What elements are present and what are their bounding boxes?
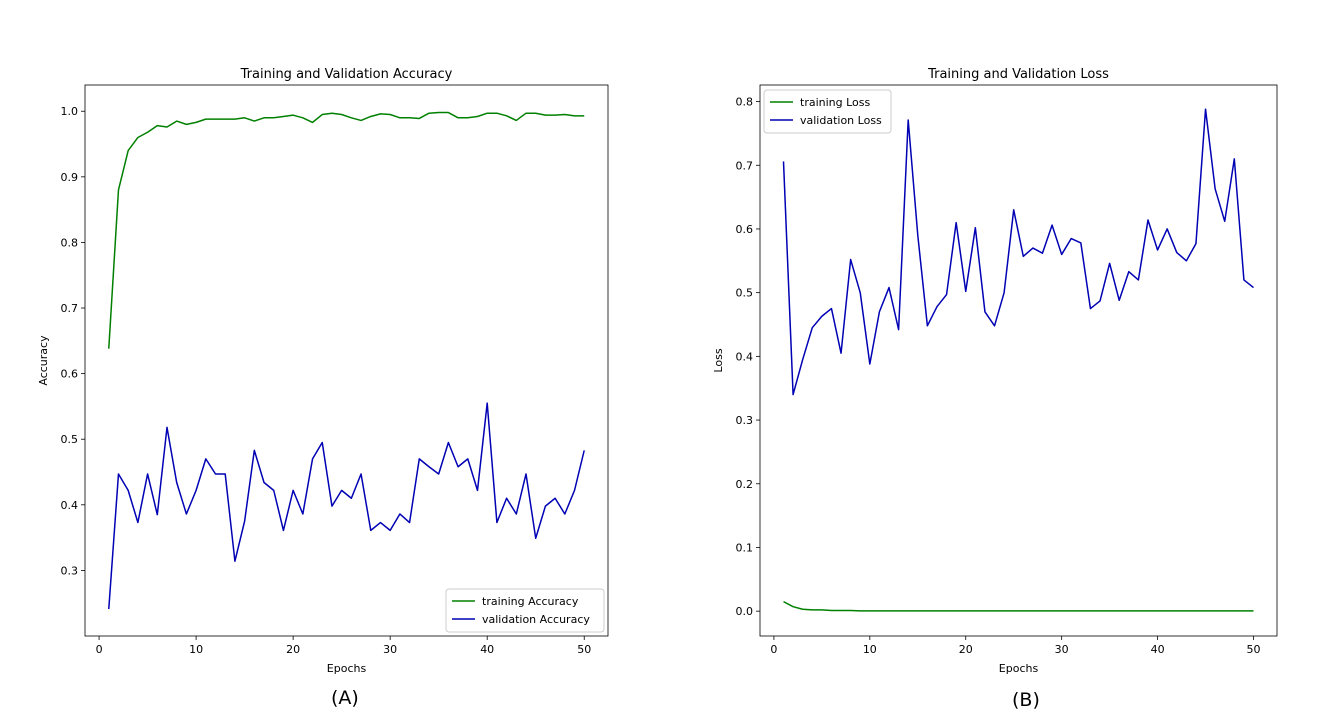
y-tick-label: 1.0 <box>61 105 79 118</box>
legend-label-0: training Loss <box>800 96 871 109</box>
x-tick-label: 30 <box>1055 643 1069 656</box>
x-tick-label: 0 <box>96 643 103 656</box>
legend: training Loss validation Loss <box>763 89 892 134</box>
legend: training Accuracy validation Accuracy <box>445 588 605 633</box>
y-tick-label: 0.2 <box>736 478 754 491</box>
chart-1: Training and Validation Loss 0 10 20 30 40 50 0… <box>712 67 1278 675</box>
y-tick-label: 0.0 <box>736 605 754 618</box>
caption-a: (A) <box>331 687 359 709</box>
series-line-0 <box>108 111 585 349</box>
y-tick-label: 0.3 <box>736 414 754 427</box>
y-tick-label: 0.9 <box>61 171 79 184</box>
y-tick-label: 0.7 <box>61 302 79 315</box>
x-tick-label: 30 <box>383 643 397 656</box>
x-tick-label: 20 <box>959 643 973 656</box>
x-tick-label: 20 <box>286 643 300 656</box>
y-tick-label: 0.5 <box>61 433 79 446</box>
chart-title: Training and Validation Accuracy <box>240 67 453 82</box>
y-tick-label: 0.6 <box>736 223 754 236</box>
y-tick-label: 0.3 <box>61 564 79 577</box>
series-line-1 <box>108 402 585 610</box>
caption-b: (B) <box>1012 689 1040 711</box>
chart-0: Training and Validation Accuracy 0 10 20 30 4… <box>37 67 609 675</box>
x-axis-label: Epochs <box>999 662 1039 675</box>
legend-box <box>445 588 605 633</box>
y-tick-label: 0.7 <box>736 159 754 172</box>
plot-frame <box>84 84 609 637</box>
y-tick-label: 0.8 <box>736 96 754 109</box>
y-axis-label: Accuracy <box>37 335 50 386</box>
legend-label-1: validation Accuracy <box>482 613 590 626</box>
x-tick-label: 50 <box>1247 643 1261 656</box>
legend-box <box>763 89 892 134</box>
chart-title: Training and Validation Loss <box>927 67 1109 82</box>
y-tick-label: 0.5 <box>736 287 754 300</box>
y-tick-label: 0.6 <box>61 368 79 381</box>
x-tick-label: 10 <box>189 643 203 656</box>
y-axis-label: Loss <box>712 348 725 372</box>
series-line-0 <box>783 600 1254 612</box>
y-tick-label: 0.4 <box>736 350 754 363</box>
y-tick-label: 0.1 <box>736 541 754 554</box>
x-tick-label: 40 <box>480 643 494 656</box>
plot-frame <box>759 84 1278 637</box>
x-tick-label: 10 <box>863 643 877 656</box>
x-tick-label: 40 <box>1151 643 1165 656</box>
y-tick-label: 0.8 <box>61 236 79 249</box>
x-tick-label: 50 <box>577 643 591 656</box>
series-line-1 <box>782 108 1254 396</box>
legend-label-1: validation Loss <box>800 114 882 127</box>
y-tick-label: 0.4 <box>61 499 79 512</box>
x-tick-label: 0 <box>770 643 777 656</box>
legend-label-0: training Accuracy <box>482 595 579 608</box>
x-axis-label: Epochs <box>327 662 367 675</box>
